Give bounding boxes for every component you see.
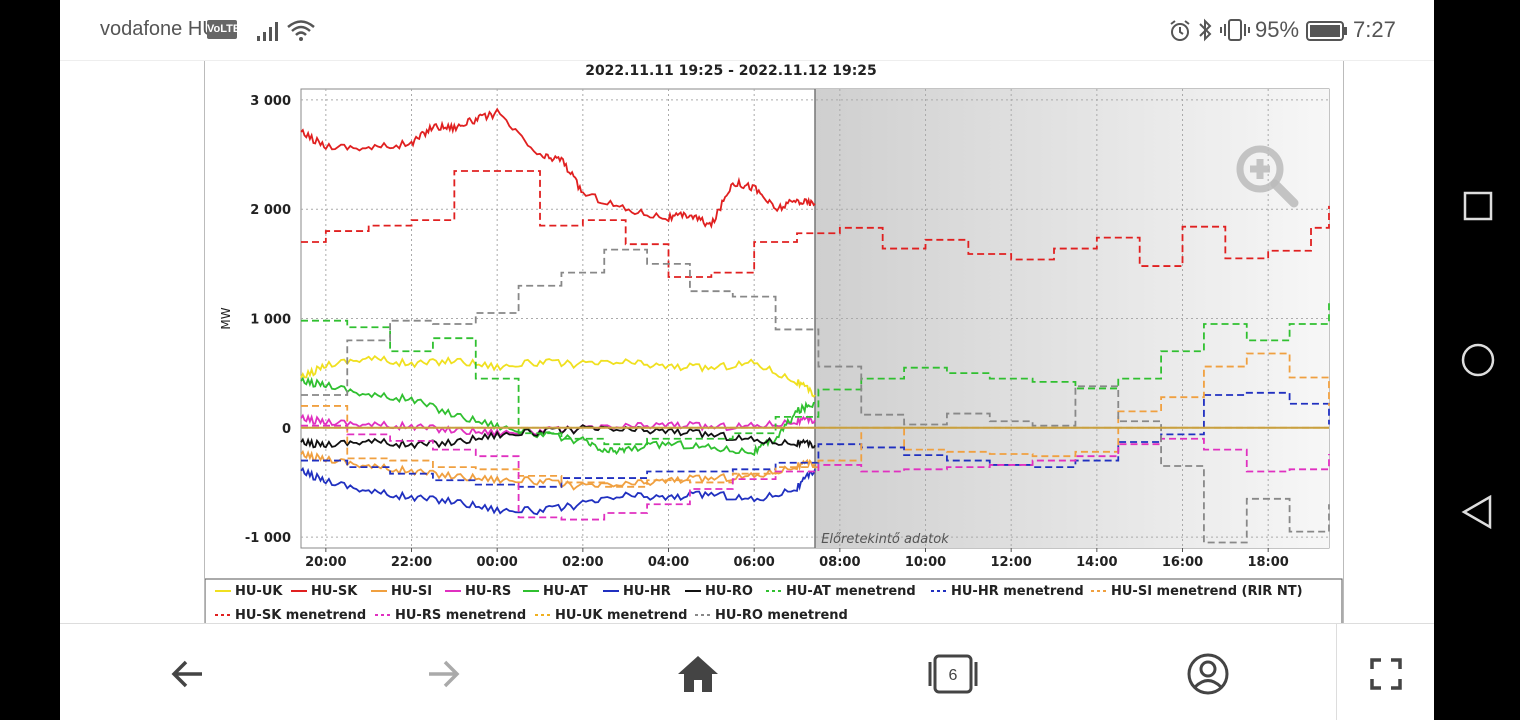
status-bar: vodafone HU VoLTE 95% bbox=[60, 0, 1434, 60]
arrow-left-icon bbox=[171, 660, 202, 688]
carrier-label: vodafone HU bbox=[100, 18, 217, 40]
y-axis-label: MW bbox=[219, 307, 233, 329]
series-hu-sk-menetrend bbox=[301, 170, 1330, 278]
back-triangle-icon[interactable] bbox=[1458, 492, 1498, 532]
series-hu-si-menetrend-rir-nt- bbox=[301, 352, 1330, 488]
legend-label: HU-RS menetrend bbox=[395, 608, 526, 623]
series-hu-hr bbox=[300, 466, 816, 516]
y-tick-label: 2 000 bbox=[250, 203, 291, 218]
recent-apps-icon[interactable] bbox=[1458, 186, 1498, 226]
legend-label: HU-AT bbox=[543, 584, 588, 599]
legend-label: HU-RS bbox=[465, 584, 511, 599]
browser-nav-bar: 6 bbox=[60, 623, 1434, 720]
legend-label: HU-UK menetrend bbox=[555, 608, 687, 623]
x-tick-label: 22:00 bbox=[391, 555, 432, 570]
home-icon bbox=[678, 656, 718, 692]
alarm-icon bbox=[1170, 20, 1190, 41]
battery-percent: 95% bbox=[1255, 17, 1300, 42]
series-hu-uk bbox=[300, 354, 816, 398]
legend-label: HU-HR menetrend bbox=[951, 584, 1084, 599]
volte-badge: VoLTE bbox=[207, 20, 240, 39]
series-hu-ro-menetrend bbox=[301, 248, 1330, 544]
x-tick-label: 12:00 bbox=[990, 555, 1031, 570]
wifi-icon bbox=[287, 20, 315, 41]
y-tick-label: -1 000 bbox=[245, 531, 291, 546]
forward-button[interactable] bbox=[415, 646, 471, 702]
legend-label: HU-AT menetrend bbox=[786, 584, 916, 599]
home-circle-icon[interactable] bbox=[1458, 340, 1498, 380]
y-tick-label: 1 000 bbox=[250, 313, 291, 328]
system-nav-bar bbox=[1434, 0, 1520, 720]
tab-count: 6 bbox=[949, 667, 958, 684]
x-tick-label: 02:00 bbox=[562, 555, 603, 570]
series-hu-at-menetrend bbox=[301, 302, 1330, 446]
y-tick-label: 0 bbox=[282, 422, 291, 437]
legend-label: HU-UK bbox=[235, 584, 283, 599]
y-tick-label: 3 000 bbox=[250, 94, 291, 109]
fullscreen-icon bbox=[1370, 658, 1402, 690]
legend-label: HU-RO menetrend bbox=[715, 608, 848, 623]
account-button[interactable] bbox=[1180, 646, 1236, 702]
battery-icon bbox=[1306, 21, 1347, 41]
legend-label: HU-SI menetrend (RIR NT) bbox=[1111, 584, 1303, 599]
x-tick-label: 10:00 bbox=[905, 555, 946, 570]
bluetooth-icon bbox=[1199, 18, 1212, 42]
series-hu-sk bbox=[300, 107, 816, 229]
legend-label: HU-HR bbox=[623, 584, 671, 599]
x-tick-label: 00:00 bbox=[476, 555, 517, 570]
vibrate-icon bbox=[1220, 19, 1250, 41]
legend-label: HU-SI bbox=[391, 584, 432, 599]
forecast-label: Előretekintő adatok bbox=[821, 532, 949, 547]
x-tick-label: 14:00 bbox=[1076, 555, 1117, 570]
home-button[interactable] bbox=[670, 646, 726, 702]
signal-icon bbox=[257, 22, 278, 41]
account-icon bbox=[1187, 653, 1229, 695]
chart-title: 2022.11.11 19:25 - 2022.11.12 19:25 bbox=[585, 63, 877, 79]
tabs-button[interactable]: 6 bbox=[925, 646, 981, 702]
legend-box bbox=[205, 578, 1343, 624]
chart-frame: 2022.11.11 19:25 - 2022.11.12 19:25 -1 00… bbox=[204, 61, 1344, 624]
back-button[interactable] bbox=[160, 646, 216, 702]
x-tick-label: 04:00 bbox=[648, 555, 689, 570]
legend-label: HU-SK bbox=[311, 584, 358, 599]
x-tick-label: 20:00 bbox=[305, 555, 346, 570]
arrow-right-icon bbox=[429, 660, 460, 688]
fullscreen-button[interactable] bbox=[1358, 646, 1414, 702]
clock: 7:27 bbox=[1353, 17, 1396, 42]
legend-label: HU-SK menetrend bbox=[235, 608, 366, 623]
phone-screen: vodafone HU VoLTE 95% bbox=[60, 0, 1434, 720]
x-tick-label: 18:00 bbox=[1247, 555, 1288, 570]
x-tick-label: 16:00 bbox=[1162, 555, 1203, 570]
web-content[interactable]: 2022.11.11 19:25 - 2022.11.12 19:25 -1 00… bbox=[60, 60, 1434, 624]
x-tick-label: 08:00 bbox=[819, 555, 860, 570]
x-tick-label: 06:00 bbox=[733, 555, 774, 570]
tabs-icon: 6 bbox=[928, 654, 978, 694]
zoom-in-icon[interactable] bbox=[1232, 141, 1304, 213]
chart[interactable]: 2022.11.11 19:25 - 2022.11.12 19:25 -1 00… bbox=[205, 61, 1343, 624]
nav-divider bbox=[1336, 624, 1337, 720]
legend-label: HU-RO bbox=[705, 584, 753, 599]
